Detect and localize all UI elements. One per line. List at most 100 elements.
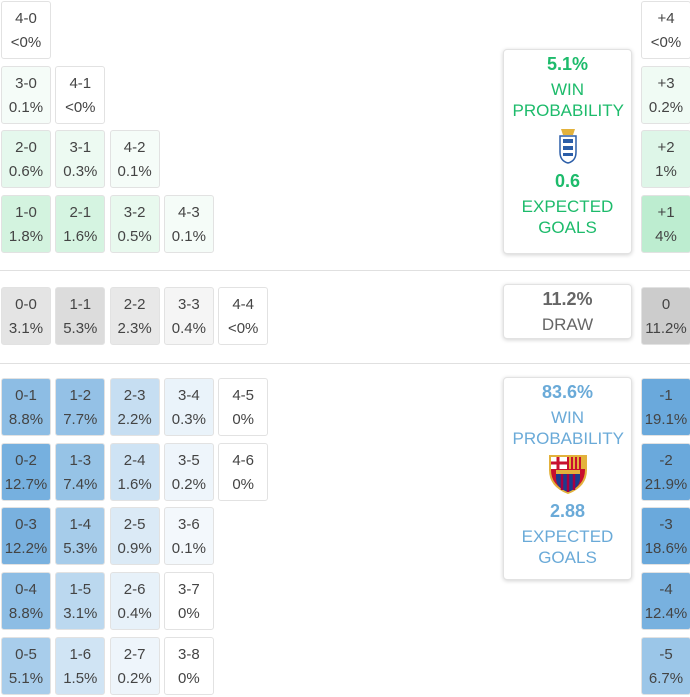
- prob-label: 1.6%: [117, 475, 152, 493]
- score-label: -5: [659, 645, 673, 663]
- prob-label: 11.2%: [645, 320, 687, 337]
- score-cell: 2-0 0.6%: [1, 130, 51, 189]
- score-cell: 4-0 <0%: [1, 1, 51, 59]
- home-crest: [558, 129, 577, 164]
- prob-label: 5.3%: [63, 320, 98, 337]
- score-label: 3-2: [123, 204, 146, 222]
- away-crest: [548, 455, 587, 495]
- score-label: 3-0: [15, 74, 37, 92]
- prob-label: 0%: [178, 669, 200, 687]
- prob-label: 18.6%: [644, 540, 688, 558]
- score-label: 1-6: [69, 645, 92, 663]
- score-cell: 3-7 0%: [163, 572, 214, 631]
- score-cell: 0-0 3.1%: [1, 287, 51, 345]
- prob-label: <0%: [10, 34, 42, 51]
- score-label: 2-7: [123, 645, 146, 663]
- prob-label: 7.7%: [63, 411, 98, 428]
- score-label: 0-0: [15, 296, 37, 313]
- score-label: 1-5: [69, 581, 92, 599]
- prob-label: 5.1%: [8, 669, 44, 687]
- prob-label: 12.7%: [4, 475, 48, 493]
- prob-label: 0%: [232, 411, 255, 428]
- score-cell: 4-3 0.1%: [163, 195, 214, 254]
- margin-cell: -1 19.1%: [641, 378, 690, 436]
- score-cell: 1-6 1.5%: [55, 636, 106, 695]
- prob-label: 2.3%: [117, 320, 152, 337]
- score-cell: 4-5 0%: [218, 378, 269, 436]
- score-cell: 1-0 1.8%: [1, 195, 51, 254]
- score-label: 1-1: [69, 296, 92, 313]
- prob-label: 0.9%: [117, 540, 152, 558]
- prob-label: 0.2%: [117, 669, 152, 687]
- score-cell: 1-2 7.7%: [55, 378, 106, 436]
- score-label: 4-2: [123, 139, 146, 157]
- away-win-prob: 83.6%: [541, 382, 594, 402]
- score-label: 0-1: [15, 387, 37, 404]
- score-label: +2: [657, 139, 675, 157]
- score-label: 2-2: [123, 296, 146, 313]
- draw-prob: 11.2%: [542, 289, 593, 309]
- score-label: 3-5: [178, 451, 200, 469]
- prob-label: 0.5%: [117, 228, 152, 246]
- score-label: 4-6: [232, 451, 255, 469]
- home-win-prob: 5.1%: [546, 54, 589, 74]
- score-cell: 2-5 0.9%: [109, 507, 160, 566]
- score-cell: 3-5 0.2%: [163, 442, 214, 501]
- score-label: 2-1: [69, 204, 92, 222]
- score-label: +4: [657, 10, 675, 27]
- score-label: 2-0: [15, 139, 37, 157]
- score-label: 4-4: [232, 296, 255, 313]
- prob-label: 0.4%: [117, 605, 152, 623]
- prob-label: 4%: [655, 228, 677, 246]
- home-card: 5.1% WIN PROBABILITY 0.6 EXPECTED GOALS: [503, 49, 632, 254]
- margin-cell: +2 1%: [641, 130, 690, 189]
- score-label: 2-3: [123, 387, 146, 404]
- score-cell: 0-4 8.8%: [1, 572, 51, 631]
- away-win-label: WIN PROBABILITY: [512, 408, 624, 448]
- margin-cell: +3 0.2%: [641, 65, 690, 124]
- score-label: 3-3: [178, 296, 200, 313]
- score-label: 4-3: [178, 204, 200, 222]
- score-label: 2-4: [123, 451, 146, 469]
- score-cell: 2-7 0.2%: [109, 636, 160, 695]
- separator: [0, 363, 690, 364]
- prob-label: 1.5%: [63, 669, 98, 687]
- score-label: 3-7: [178, 581, 200, 599]
- away-xg: 2.88: [549, 501, 586, 521]
- score-label: 4-1: [69, 74, 92, 92]
- prob-label: 0.1%: [117, 163, 152, 181]
- prob-label: 12.2%: [4, 540, 48, 558]
- draw-label: DRAW: [541, 315, 594, 334]
- margin-cell: +4 <0%: [641, 1, 690, 59]
- score-label: -1: [659, 387, 673, 404]
- score-cell: 2-6 0.4%: [109, 572, 160, 631]
- prob-label: 0%: [232, 475, 255, 493]
- score-cell: 3-1 0.3%: [55, 130, 106, 189]
- prob-label: 21.9%: [644, 475, 688, 493]
- score-cell: 3-8 0%: [163, 636, 214, 695]
- score-label: 2-6: [123, 581, 146, 599]
- separator: [0, 270, 690, 271]
- score-cell: 1-1 5.3%: [55, 287, 106, 345]
- prob-label: 3.1%: [8, 320, 44, 337]
- prob-label: 0%: [178, 605, 200, 623]
- score-label: +3: [657, 74, 675, 92]
- score-label: 3-1: [69, 139, 92, 157]
- prob-label: 1.6%: [63, 228, 98, 246]
- score-label: 0-5: [15, 645, 37, 663]
- score-cell: 0-1 8.8%: [1, 378, 51, 436]
- score-label: 3-6: [178, 516, 200, 534]
- score-cell: 1-4 5.3%: [55, 507, 106, 566]
- score-cell: 4-2 0.1%: [109, 130, 160, 189]
- draw-card: 11.2% DRAW: [503, 284, 632, 339]
- prob-label: 1%: [655, 163, 677, 181]
- prob-label: 0.6%: [8, 163, 44, 181]
- away-card: 83.6% WIN PROBABILITY 2.88 EXPECTED GOAL…: [503, 377, 632, 580]
- margin-cell: -4 12.4%: [641, 572, 690, 631]
- home-win-label: WIN PROBABILITY: [512, 80, 624, 120]
- score-cell: 3-6 0.1%: [163, 507, 214, 566]
- margin-cell: +1 4%: [641, 195, 690, 254]
- prob-label: 0.2%: [171, 475, 206, 493]
- score-cell: 1-3 7.4%: [55, 442, 106, 501]
